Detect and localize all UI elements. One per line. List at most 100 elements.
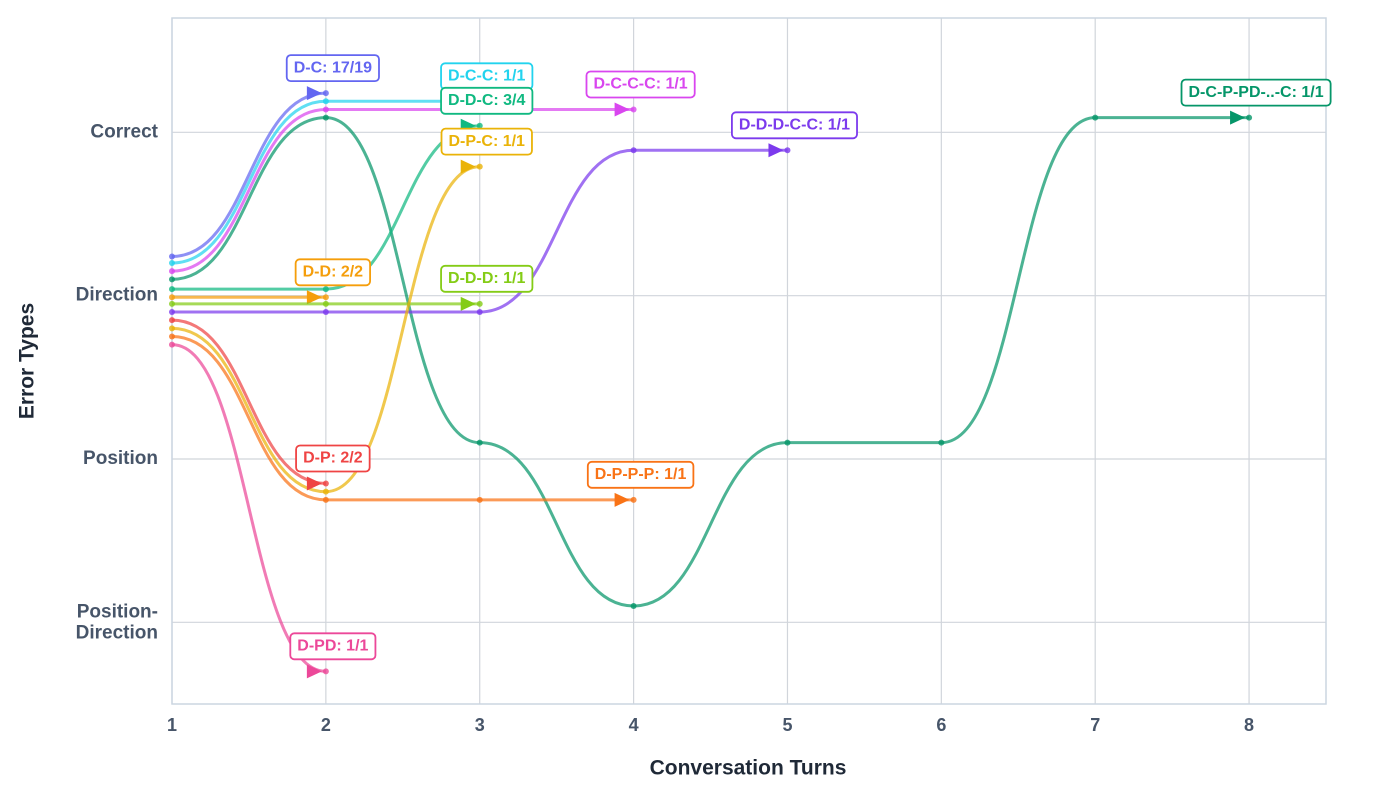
point <box>476 496 483 503</box>
point <box>169 333 175 340</box>
series-name: D-P-C: 1/1 <box>449 133 526 150</box>
point <box>476 300 483 307</box>
point <box>169 268 175 275</box>
label-box <box>295 444 371 473</box>
x-tick-label: 5 <box>782 715 792 735</box>
point <box>322 668 329 675</box>
point <box>322 294 329 301</box>
point <box>322 98 329 105</box>
series-line <box>171 107 634 273</box>
series-line <box>171 148 788 314</box>
point <box>630 147 637 154</box>
point <box>169 341 175 348</box>
point <box>322 488 329 495</box>
point <box>169 300 175 307</box>
point <box>630 106 637 113</box>
label-box <box>440 264 534 293</box>
point <box>630 496 637 503</box>
y-tick-label: Position <box>83 448 158 469</box>
series-name: D-P: 2/2 <box>303 450 363 467</box>
series-label: D-D-D: 1/1 <box>440 264 534 293</box>
series-name: D-D-D-C-C: 1/1 <box>739 117 850 134</box>
x-tick-label: 8 <box>1244 715 1254 735</box>
x-tick-label: 4 <box>629 715 639 735</box>
label-box <box>586 460 695 489</box>
y-tick-label-line: Direction <box>76 622 158 643</box>
series-name: D-P-P-P: 1/1 <box>595 466 687 483</box>
end-arrow <box>306 664 322 679</box>
x-tick-label: 1 <box>167 715 177 735</box>
series-label: D-PD: 1/1 <box>289 632 377 661</box>
plot-frame <box>171 17 1327 705</box>
y-tick-label: Direction <box>76 285 158 306</box>
end-arrow <box>614 102 630 117</box>
point <box>476 309 483 315</box>
y-tick-label: Position-Direction <box>76 601 158 643</box>
end-arrow <box>1230 110 1246 125</box>
point <box>169 260 175 266</box>
point <box>169 286 175 293</box>
point <box>322 480 329 487</box>
label-box <box>1180 78 1332 107</box>
point <box>322 496 329 503</box>
y-tick-label: Correct <box>90 121 158 142</box>
end-arrow <box>306 290 322 305</box>
point <box>322 286 329 293</box>
series-label: D-C-C: 1/1 <box>440 62 534 91</box>
point <box>938 439 945 446</box>
series-label: D-D: 2/2 <box>294 258 371 287</box>
series-line <box>171 91 326 258</box>
point <box>476 439 483 446</box>
point <box>322 114 329 121</box>
point <box>169 294 175 301</box>
x-tick-label: 7 <box>1090 715 1100 735</box>
end-arrow <box>768 143 784 158</box>
series-line <box>171 99 480 265</box>
point <box>169 253 175 260</box>
point <box>1092 114 1099 121</box>
point <box>322 309 329 315</box>
label-box <box>285 54 380 83</box>
label-box <box>440 127 533 156</box>
series-label: D-C-P-PD-..-C: 1/1 <box>1180 78 1332 107</box>
point <box>1246 114 1253 121</box>
point <box>322 300 329 307</box>
end-arrow <box>460 296 476 311</box>
series-name: D-PD: 1/1 <box>297 638 368 655</box>
series-line <box>171 318 326 485</box>
x-tick-label: 2 <box>321 715 331 735</box>
series-name: D-D: 2/2 <box>303 264 364 281</box>
series-line <box>171 335 634 502</box>
series-name: D-C-C-C: 1/1 <box>593 76 687 93</box>
label-box <box>440 86 534 115</box>
series-label: D-C: 17/19 <box>285 54 380 83</box>
series-name: D-C: 17/19 <box>294 59 372 76</box>
x-axis-title: Conversation Turns <box>650 757 847 780</box>
series-label: D-P-C: 1/1 <box>440 127 533 156</box>
point <box>169 317 175 324</box>
point <box>476 122 483 129</box>
end-arrow <box>614 492 630 507</box>
series-name: D-C-C: 1/1 <box>448 68 525 85</box>
label-box <box>294 258 371 287</box>
point <box>476 163 483 170</box>
y-axis-title: Error Types <box>16 303 39 419</box>
point <box>322 106 329 113</box>
label-box <box>731 111 858 140</box>
end-arrow <box>306 476 322 491</box>
series-name: D-D-C: 3/4 <box>448 92 525 109</box>
point <box>630 603 637 609</box>
y-tick-label-line: Position- <box>77 601 158 622</box>
x-tick-label: 6 <box>936 715 946 735</box>
end-arrow <box>306 86 322 101</box>
series-name: D-C-P-PD-..-C: 1/1 <box>1189 84 1324 101</box>
point <box>169 325 175 332</box>
point <box>784 147 791 154</box>
point <box>784 439 791 446</box>
series-label: D-P-P-P: 1/1 <box>586 460 695 489</box>
point <box>322 90 329 97</box>
series-label: D-C-C-C: 1/1 <box>585 70 696 99</box>
label-box <box>289 632 377 661</box>
